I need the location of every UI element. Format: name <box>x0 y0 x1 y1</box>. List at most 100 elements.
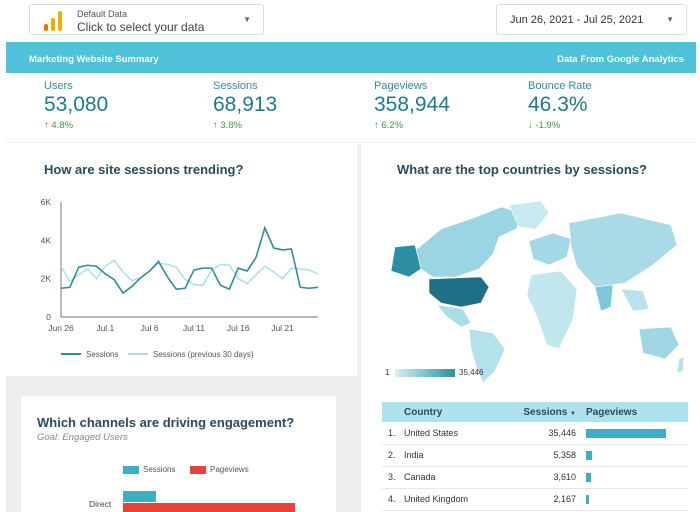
legend-swatch-pageviews <box>190 466 206 474</box>
y-tick-label: 4K <box>41 235 52 245</box>
pageviews-bar <box>586 428 666 438</box>
banner-source: Data From Google Analytics <box>557 54 684 65</box>
pageviews-bar <box>586 495 589 505</box>
map-color-scale <box>395 369 455 377</box>
legend-swatch-sessions <box>123 466 139 474</box>
data-source-picker[interactable]: Default Data Click to select your data ▼ <box>29 4 264 35</box>
map-title: What are the top countries by sessions? <box>397 162 647 177</box>
table-row[interactable]: 1. United States 35,446 <box>382 422 688 445</box>
data-source-title: Default Data <box>77 9 128 19</box>
australia-region <box>638 326 680 360</box>
sort-desc-icon: ▼ <box>570 410 576 417</box>
legend-pageviews: Pageviews <box>210 465 249 474</box>
kpi-value: 46.3% <box>528 93 588 116</box>
col-header-country[interactable]: Country <box>404 402 502 422</box>
x-tick-label: Jul 6 <box>141 323 159 333</box>
row-pageviews <box>586 444 688 467</box>
pageviews-bar <box>586 473 591 483</box>
kpi-bounce-rate: Bounce Rate 46.3% ↓ -1.9% <box>528 80 592 131</box>
row-country: India <box>404 444 502 467</box>
kpi-row: Users 53,080 ↑ 4.8% Sessions 68,913 ↑ 3.… <box>6 73 696 143</box>
row-country: Canada <box>404 466 502 489</box>
y-tick-label: 2K <box>41 274 52 284</box>
trend-title: How are site sessions trending? <box>44 162 244 177</box>
legend-sessions-previous: Sessions (previous 30 days) <box>153 350 254 359</box>
sessions-trend-chart[interactable]: 0 2K 4K 6K Jun 26 Jul 1 Jul 6 Jul 11 Jul 16 Jul 2… <box>6 194 357 374</box>
x-tick-label: Jul 1 <box>96 323 114 333</box>
kpi-label: Pageviews <box>374 80 428 92</box>
table-row[interactable]: 4. United Kingdom 2,167 <box>382 488 688 511</box>
x-tick-label: Jul 21 <box>271 323 294 333</box>
kpi-delta: 4.8% <box>51 120 74 131</box>
series-line-sessions <box>60 225 319 295</box>
se-asia-region <box>620 288 650 312</box>
arrow-up-icon: ↑ <box>44 120 49 131</box>
analytics-logo-icon <box>44 11 62 31</box>
legend-sessions: Sessions <box>143 465 176 474</box>
report-banner: Marketing Website Summary Data From Goog… <box>6 42 696 73</box>
channels-panel: Which channels are driving engagement? G… <box>21 396 336 512</box>
row-pageviews <box>586 488 688 511</box>
countries-table: Country Sessions ▼ Pageviews 1. United St… <box>382 402 688 511</box>
alaska-region <box>390 244 422 278</box>
row-country: United Kingdom <box>404 488 502 511</box>
kpi-delta: 6.2% <box>381 120 404 131</box>
kpi-label: Sessions <box>213 80 258 92</box>
new-zealand-region <box>676 356 685 374</box>
row-sessions: 3,610 <box>502 466 586 489</box>
col-header-sessions-label: Sessions <box>523 406 568 418</box>
table-row[interactable]: 3. Canada 3,610 <box>382 466 688 489</box>
row-pageviews <box>586 466 688 489</box>
col-header-pageviews[interactable]: Pageviews <box>586 402 688 422</box>
legend-sessions: Sessions <box>86 350 118 359</box>
channels-subtitle: Goal: Engaged Users <box>37 432 128 443</box>
kpi-value: 68,913 <box>213 93 278 116</box>
kpi-label: Bounce Rate <box>528 80 592 92</box>
india-region <box>594 284 614 312</box>
x-tick-label: Jun 26 <box>48 323 74 333</box>
x-tick-label: Jul 11 <box>183 323 205 333</box>
canada-region <box>410 206 524 278</box>
map-scale-max: 35,446 <box>459 368 484 377</box>
kpi-users: Users 53,080 ↑ 4.8% <box>44 80 108 131</box>
usa-region <box>428 276 490 308</box>
channel-label-direct: Direct <box>89 499 112 509</box>
kpi-sessions: Sessions 68,913 ↑ 3.8% <box>213 80 277 131</box>
date-range-picker[interactable]: Jun 26, 2021 - Jul 25, 2021 ▼ <box>496 4 687 35</box>
row-index: 4. <box>382 488 404 511</box>
kpi-delta: -1.9% <box>535 120 561 131</box>
banner-title: Marketing Website Summary <box>29 54 159 65</box>
asia-region <box>568 212 678 288</box>
data-source-subtitle: Click to select your data <box>77 20 205 34</box>
col-header-sessions[interactable]: Sessions ▼ <box>502 402 586 422</box>
chevron-down-icon: ▼ <box>666 15 674 24</box>
kpi-label: Users <box>44 80 73 92</box>
y-tick-label: 0 <box>46 312 51 322</box>
table-header-row: Country Sessions ▼ Pageviews <box>382 402 688 422</box>
arrow-up-icon: ↑ <box>213 120 218 131</box>
bar-direct-pageviews[interactable] <box>123 503 295 512</box>
table-row[interactable]: 2. India 5,358 <box>382 444 688 467</box>
africa-region <box>526 270 578 350</box>
row-index: 3. <box>382 466 404 489</box>
mexico-region <box>436 304 472 328</box>
date-range-text: Jun 26, 2021 - Jul 25, 2021 <box>510 14 644 26</box>
arrow-down-icon: ↓ <box>528 120 533 131</box>
bar-direct-sessions[interactable] <box>123 491 156 502</box>
y-tick-label: 6K <box>41 197 52 207</box>
arrow-up-icon: ↑ <box>374 120 379 131</box>
pageviews-bar <box>586 451 592 461</box>
south-america-region <box>468 328 506 384</box>
kpi-pageviews: Pageviews 358,944 ↑ 6.2% <box>374 80 450 131</box>
x-tick-label: Jul 16 <box>227 323 250 333</box>
world-map[interactable] <box>381 199 686 384</box>
greenland-region <box>508 200 550 230</box>
row-sessions: 35,446 <box>502 422 586 445</box>
kpi-value: 53,080 <box>44 93 109 116</box>
europe-region <box>528 232 572 266</box>
chevron-down-icon: ▼ <box>243 15 251 24</box>
row-pageviews <box>586 422 688 445</box>
series-line-sessions-previous <box>60 259 319 287</box>
kpi-delta: 3.8% <box>220 120 243 131</box>
row-index: 2. <box>382 444 404 467</box>
